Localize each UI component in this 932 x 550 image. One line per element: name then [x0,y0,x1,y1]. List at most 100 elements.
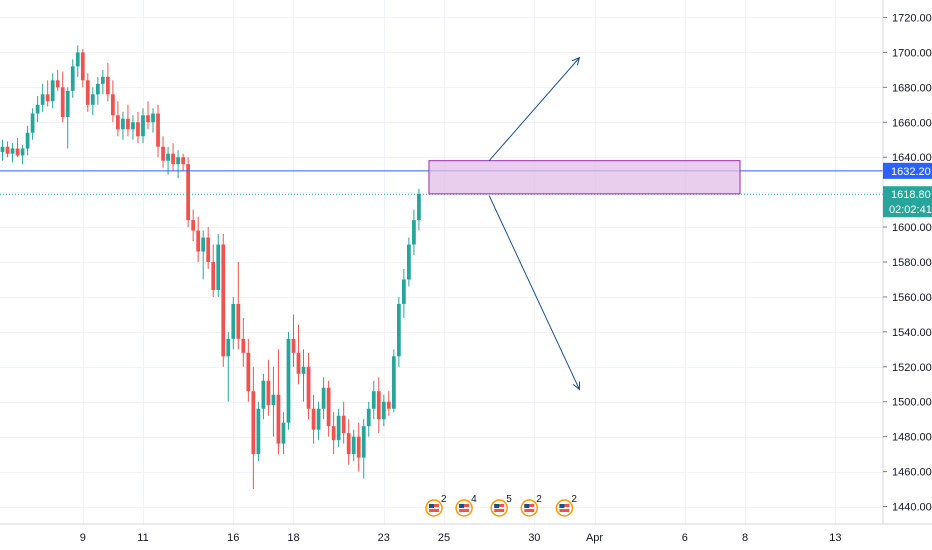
candle-body [121,118,125,130]
candle-body [15,148,20,156]
flag-canton-icon [459,504,465,508]
trend-arrow [488,195,580,390]
candle-body [5,146,10,154]
candle-body [141,115,145,137]
candle-body [221,244,226,357]
grid-lines [0,0,883,524]
price-badge-label: 1618.80 [891,189,931,201]
economic-events[interactable]: 2 4 5 2 2 [425,494,577,517]
candle-body [371,391,376,409]
candle-body [191,220,196,231]
time-tick-label: 9 [80,532,86,544]
candle-body [50,80,55,102]
candle-body [201,237,206,252]
candle-body [105,76,110,95]
candle-body [55,80,60,88]
candle-body [100,76,105,84]
supply-demand-zone [428,160,741,195]
candle-body [151,113,155,123]
candle-body [351,436,356,455]
current-price-badge [883,186,932,218]
price-badges: 1632.20 1618.80 02:02:41 [883,162,932,218]
candle-body [361,426,366,458]
candle-body [131,122,135,130]
price-badge-label: 1632.20 [891,166,931,178]
candle-body [206,237,211,262]
candle-body [85,80,90,105]
drawings[interactable] [428,56,741,391]
candle-body [166,153,170,161]
candle-body [75,52,80,67]
price-tick-label: 1440.00 [892,502,932,514]
candle-body [156,113,160,147]
time-axis-panel[interactable] [0,524,932,550]
event-count: 2 [441,494,447,505]
candle-body [30,113,35,133]
candle-body [396,303,401,357]
candle-body [60,87,65,118]
candle-body [126,118,130,130]
candle-body [401,279,406,304]
candle-body [116,115,120,130]
flag-canton-icon [524,504,530,508]
candle-body [291,338,296,353]
time-tick-label: 18 [287,532,299,544]
arrow-head [572,381,581,391]
candle-body [146,115,150,123]
candle-body [10,148,15,154]
candle-body [341,415,346,434]
price-tick-label: 1500.00 [892,397,932,409]
candle-body [40,94,45,105]
candle-body [311,408,316,430]
candle-body [326,387,331,427]
candle-body [407,244,411,280]
time-tick-label: 30 [528,532,540,544]
time-axis[interactable]: 9 11 16 18 23 25 30 Apr 6 8 13 [80,532,842,544]
candle-body [176,157,180,165]
candle-body [391,356,396,409]
event-count: 4 [471,494,477,505]
candle-body [196,230,201,252]
price-tick-label: 1560.00 [892,292,932,304]
candle-body [216,244,221,290]
price-tick-label: 1580.00 [892,257,932,269]
arrow-head [571,56,581,66]
candle-body [0,146,5,152]
candle-body [70,66,75,91]
candle-body [286,338,291,423]
time-tick-label: 11 [137,532,148,544]
event-count: 5 [506,494,512,505]
candle-body [256,408,261,455]
candle-body [381,401,386,420]
candle-body [211,262,216,290]
candle-body [95,83,100,95]
price-axis-panel[interactable] [883,0,932,524]
price-tick-label: 1700.00 [892,47,932,59]
candle-body [80,52,85,81]
candle-body [281,422,286,444]
candle-body [251,391,256,455]
price-tick-label: 1600.00 [892,222,932,234]
candle-body [241,338,246,353]
price-tick-label: 1460.00 [892,467,932,479]
event-count: 2 [536,494,542,505]
flag-canton-icon [494,504,500,508]
candle-body [356,436,361,458]
candle-body [226,338,231,357]
candle-body [276,394,281,444]
candle-body [90,94,95,105]
candle-body [246,352,251,392]
candle-body [301,366,306,374]
candle-body [346,433,351,455]
price-tick-label: 1480.00 [892,432,932,444]
time-tick-label: 8 [742,532,748,544]
candle-body [321,387,326,409]
candle-body [161,146,165,161]
candle-body [336,415,341,441]
candle-body [261,380,266,409]
candle-body [136,122,140,137]
time-tick-label: 25 [438,532,450,544]
candle-body [266,380,271,406]
